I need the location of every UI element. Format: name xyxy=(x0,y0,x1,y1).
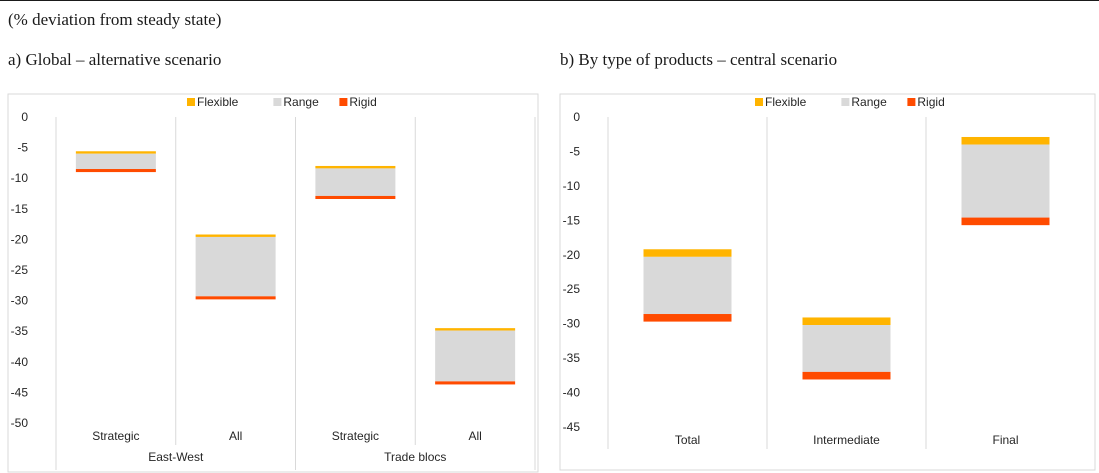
y-tick-label: -40 xyxy=(11,355,29,369)
bar-flexible xyxy=(75,151,156,154)
y-tick-label: -20 xyxy=(563,248,581,262)
y-tick-label: -25 xyxy=(11,263,29,277)
bar-range xyxy=(435,330,516,382)
y-tick-label: -35 xyxy=(563,351,581,365)
bar-range xyxy=(802,325,891,372)
legend-swatch-rigid xyxy=(339,98,348,106)
bar-flexible xyxy=(643,249,732,257)
legend-swatch-rigid xyxy=(907,98,916,106)
y-tick-label: -30 xyxy=(563,317,581,331)
bar-rigid xyxy=(195,296,276,300)
bar-rigid xyxy=(961,217,1050,226)
x-tick-label: Total xyxy=(675,433,700,447)
legend-label: Range xyxy=(851,95,887,109)
legend-label: Rigid xyxy=(917,95,944,109)
bar-range xyxy=(643,256,732,315)
x-tick-label: Final xyxy=(992,433,1018,447)
y-tick-label: -25 xyxy=(563,282,581,296)
y-tick-label: -10 xyxy=(563,179,581,193)
legend-swatch-range xyxy=(273,98,282,106)
y-tick-label: -50 xyxy=(11,416,29,430)
x-tick-label: All xyxy=(229,429,242,443)
x-tick-label: Strategic xyxy=(92,429,139,443)
legend-label: Rigid xyxy=(349,95,376,109)
panel-b-title: b) By type of products – central scenari… xyxy=(560,50,838,69)
bar-rigid xyxy=(643,314,732,322)
y-tick-label: -10 xyxy=(11,171,29,185)
x-group-label: East-West xyxy=(148,450,204,464)
y-tick-label: -5 xyxy=(17,141,28,155)
x-tick-label: All xyxy=(468,429,481,443)
y-tick-label: -35 xyxy=(11,324,29,338)
bar-rigid xyxy=(802,371,891,380)
bar-range xyxy=(315,168,396,196)
bar-rigid xyxy=(315,195,396,200)
bar-rigid xyxy=(435,381,516,385)
legend-swatch-flexible xyxy=(755,98,763,106)
bar-flexible xyxy=(802,317,891,326)
x-tick-label: Intermediate xyxy=(813,433,880,447)
chart-frame xyxy=(7,93,539,473)
y-tick-label: 0 xyxy=(21,110,28,124)
y-tick-label: -30 xyxy=(11,294,29,308)
y-tick-label: 0 xyxy=(573,110,580,124)
chart-frame xyxy=(559,93,1096,471)
x-group-label: Trade blocs xyxy=(384,450,446,464)
bar-flexible xyxy=(961,136,1050,145)
bar-range xyxy=(75,153,156,170)
y-tick-label: -45 xyxy=(563,420,581,434)
bar-flexible xyxy=(315,165,396,169)
legend-swatch-flexible xyxy=(187,98,195,106)
figure-subtitle: (% deviation from steady state) xyxy=(8,10,222,29)
y-tick-label: -5 xyxy=(569,144,580,158)
chart-b: 0 -5 -10 -15 -20 -25 -30 -35 -40 -45 Total Intermed… xyxy=(559,93,1096,471)
legend-label: Range xyxy=(283,95,319,109)
panel-a-title: a) Global – alternative scenario xyxy=(8,50,222,69)
bar-rigid xyxy=(75,169,156,173)
y-tick-label: -20 xyxy=(11,232,29,246)
bar-flexible xyxy=(435,328,516,331)
legend-swatch-range xyxy=(841,98,850,106)
y-tick-label: -45 xyxy=(11,385,29,399)
x-tick-label: Strategic xyxy=(332,429,379,443)
bar-range xyxy=(961,144,1050,218)
top-rule xyxy=(0,0,1099,1)
y-tick-label: -40 xyxy=(563,386,581,400)
chart-a: 0 -5 -10 -15 -20 -25 -30 -35 -40 -45 -50 Strategic A… xyxy=(7,93,539,473)
bar-flexible xyxy=(195,234,276,237)
legend-label: Flexible xyxy=(765,95,807,109)
y-tick-label: -15 xyxy=(11,202,29,216)
bar-range xyxy=(195,236,276,297)
legend-label: Flexible xyxy=(197,95,239,109)
y-tick-label: -15 xyxy=(563,213,581,227)
